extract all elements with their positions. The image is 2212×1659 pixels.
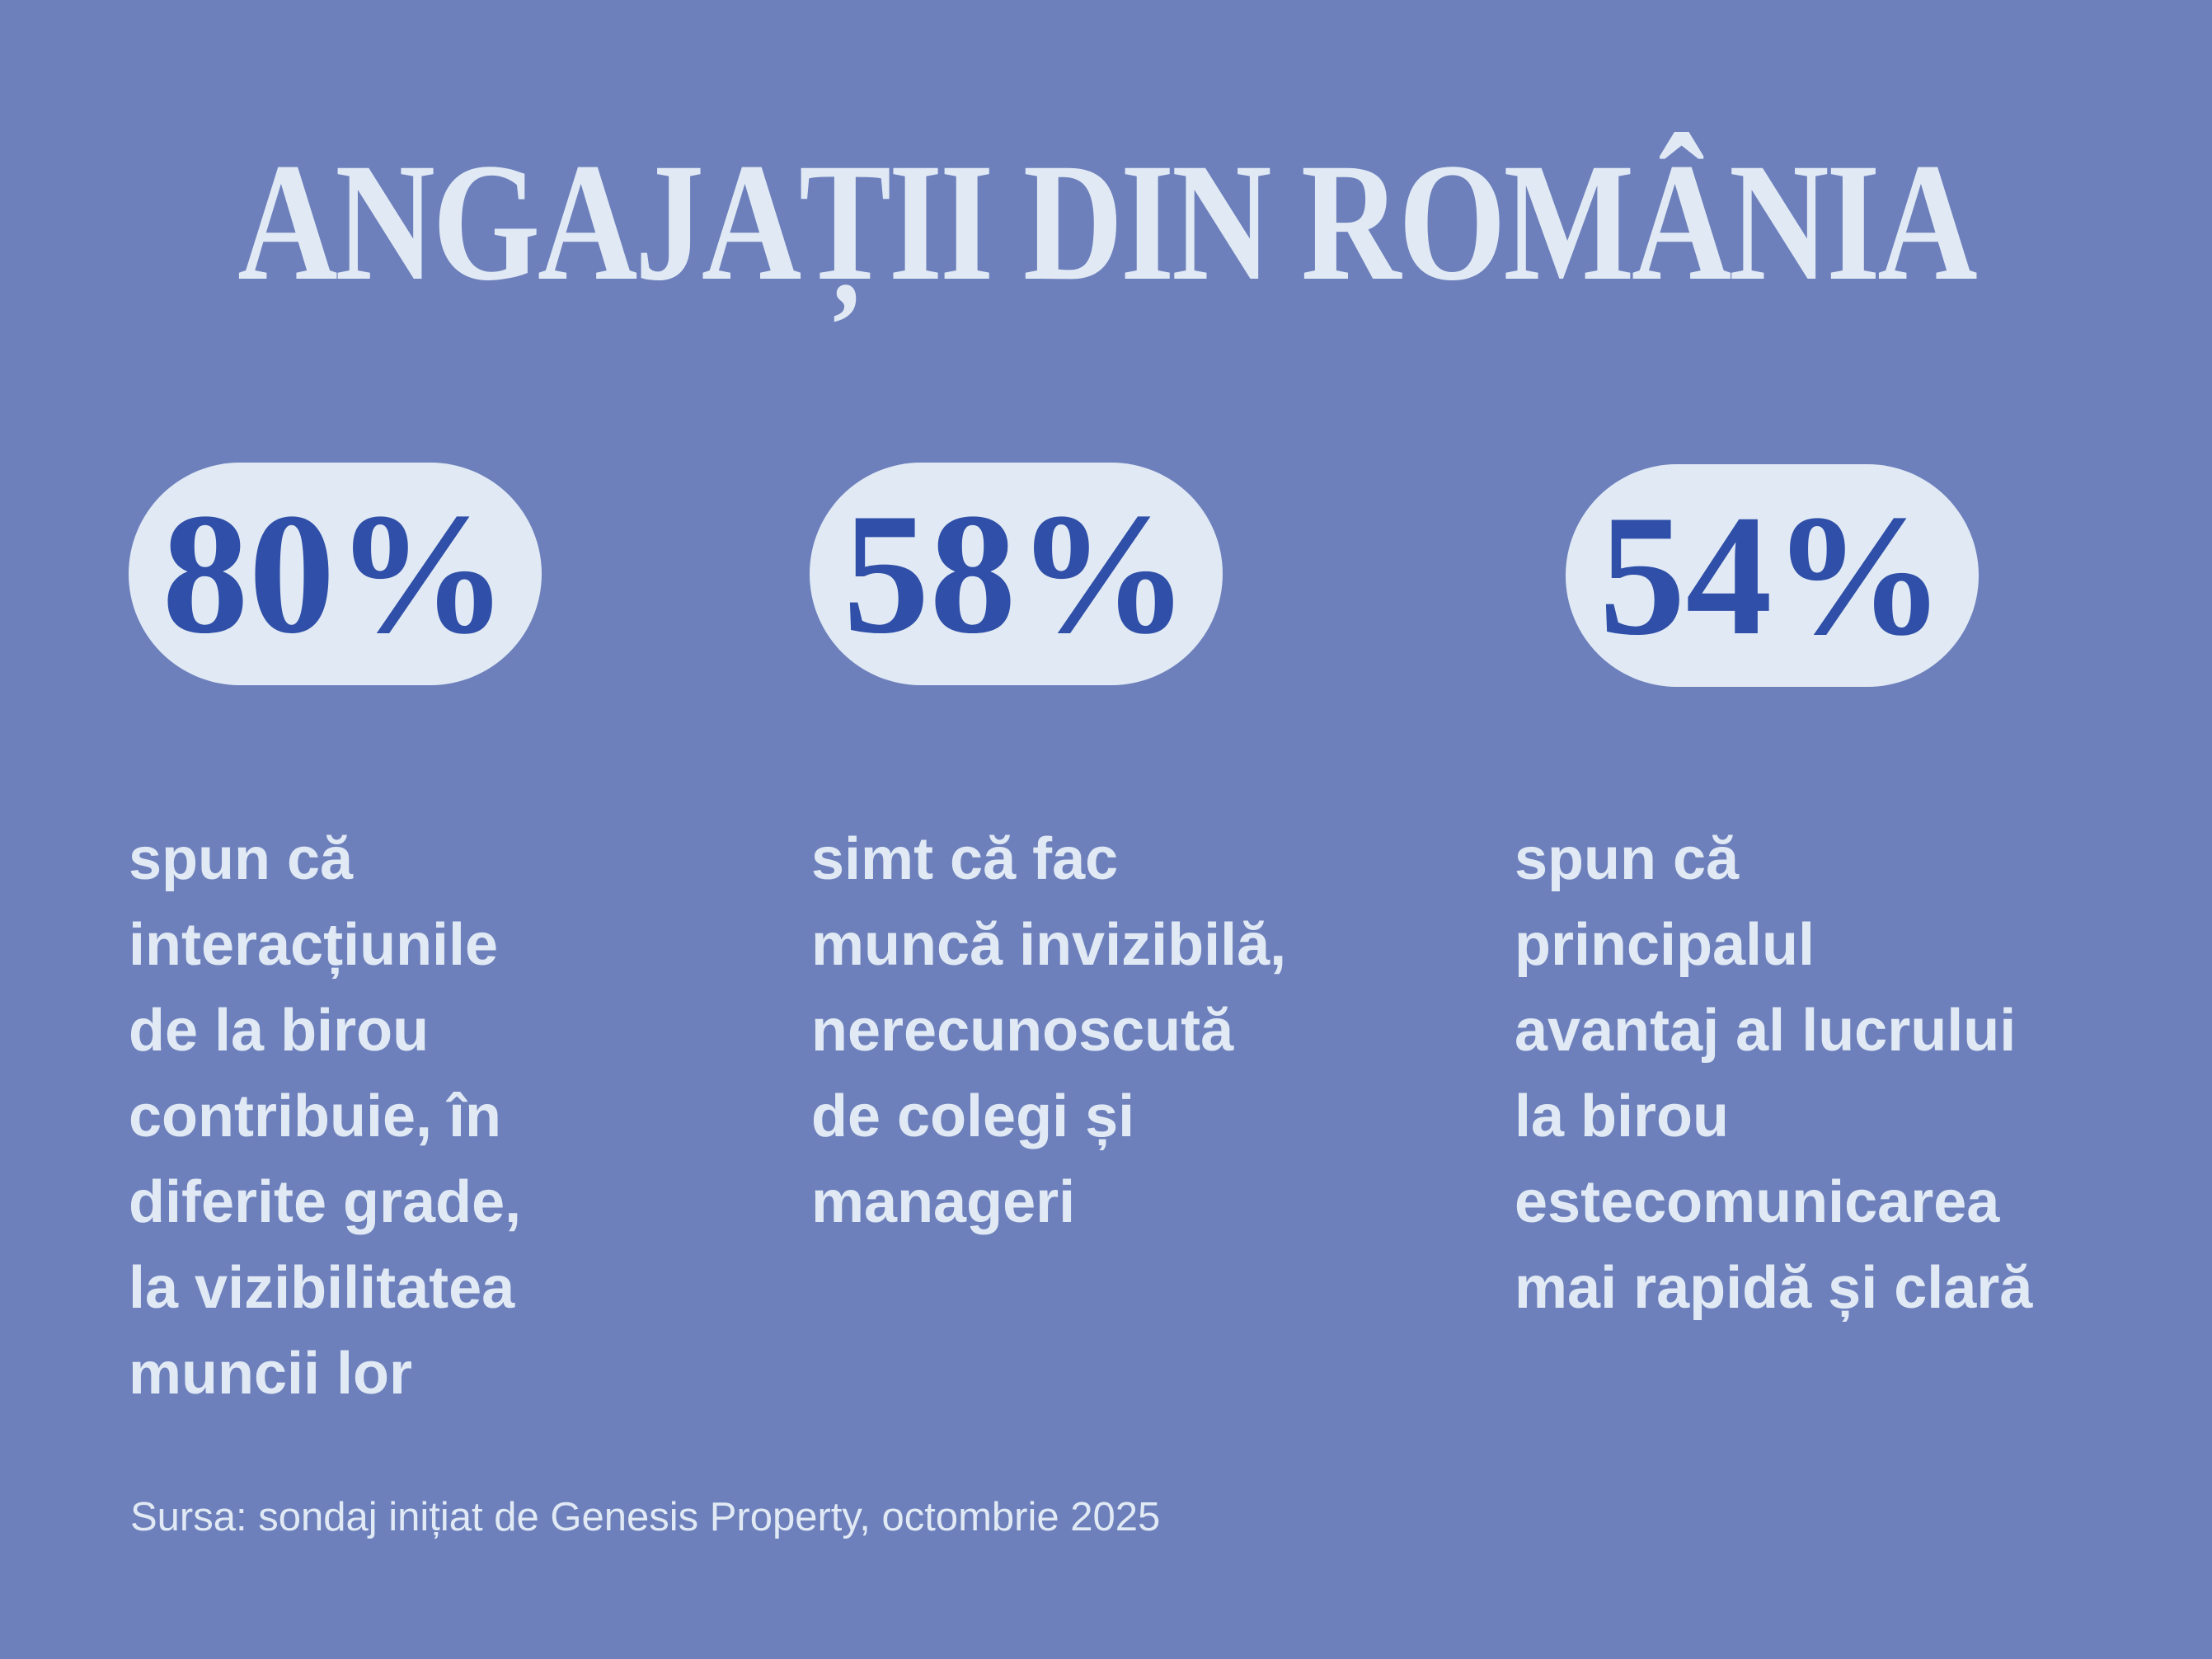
desc-line: nerecunoscută <box>811 998 1234 1064</box>
desc-line: diferite grade, <box>129 1169 522 1235</box>
desc-line: mai rapidă și clară <box>1515 1255 2033 1321</box>
desc-line: spun că <box>129 826 354 892</box>
page-title: ANGAJAȚII DIN ROMÂNIA <box>0 124 2212 322</box>
desc-line: de colegi și <box>811 1083 1135 1149</box>
desc-line: avantaj al lucrului <box>1515 998 2017 1064</box>
desc-line: estecomunicarea <box>1515 1169 2000 1235</box>
desc-line: principalul <box>1515 912 1815 978</box>
stat-description-3: spun că principalul avantaj al lucrului … <box>1515 816 2032 1331</box>
stat-pill-3: 54% <box>1566 464 1979 687</box>
desc-line: de la birou <box>129 998 430 1064</box>
title-text: ANGAJAȚII DIN ROMÂNIA <box>237 129 1977 316</box>
desc-line: contribuie, în <box>129 1083 502 1149</box>
desc-line: la birou <box>1515 1083 1730 1149</box>
stat-pill-2: 58% <box>810 463 1223 685</box>
desc-line: muncii lor <box>129 1341 413 1407</box>
source-note: Sursa: sondaj inițiat de Genesis Propert… <box>130 1495 1161 1539</box>
desc-line: simt că fac <box>811 826 1119 892</box>
stat-value: 54% <box>1599 480 1946 671</box>
desc-line: manageri <box>811 1169 1076 1235</box>
stat-description-1: spun că interacțiunile de la birou contr… <box>129 816 521 1417</box>
desc-line: interacțiunile <box>129 912 499 978</box>
stat-description-2: simt că fac muncă invizibilă, nerecunosc… <box>811 816 1286 1245</box>
stat-value: 58% <box>843 478 1190 670</box>
desc-line: muncă invizibilă, <box>811 912 1287 978</box>
desc-line: spun că <box>1515 826 1740 892</box>
stat-pill-1: 80% <box>129 463 542 685</box>
stat-value: 80% <box>162 478 509 670</box>
desc-line: la vizibilitatea <box>129 1255 515 1321</box>
